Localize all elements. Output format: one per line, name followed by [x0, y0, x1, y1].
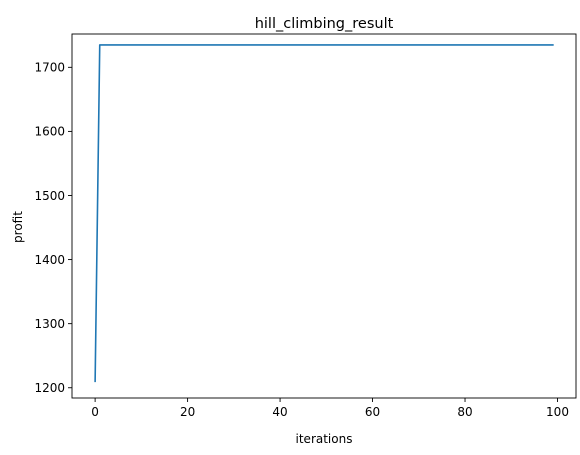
plot-area: 0 20 40 60 80 100 1200 1300 1400 1500 1600 1700: [34, 33, 577, 419]
y-axis-label: profit: [11, 211, 25, 243]
y-tick-label: 1600: [34, 125, 65, 139]
y-tick-label: 1700: [34, 61, 65, 75]
y-tick-label: 1200: [34, 381, 65, 395]
y-tick-label: 1500: [34, 189, 65, 203]
x-axis-label: iterations: [296, 432, 353, 446]
x-tick-label: 20: [180, 405, 195, 419]
x-tick-label: 100: [546, 405, 569, 419]
x-tick-label: 80: [457, 405, 472, 419]
y-tick-label: 1400: [34, 253, 65, 267]
chart-title: hill_climbing_result: [255, 16, 394, 32]
axes-frame: [71, 33, 577, 399]
y-tick-label: 1300: [34, 317, 65, 331]
x-tick-label: 40: [272, 405, 287, 419]
series-line-0: [94, 44, 554, 383]
x-tick-label: 0: [91, 405, 99, 419]
x-tick-label: 60: [365, 405, 380, 419]
